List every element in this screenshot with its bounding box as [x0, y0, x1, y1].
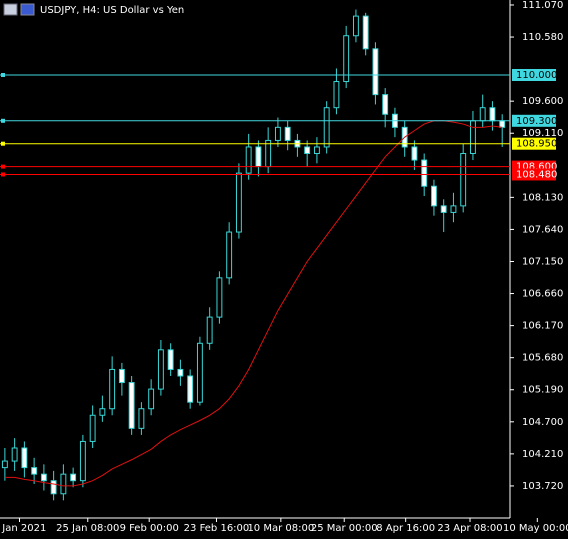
y-tick-label: 107.150	[522, 256, 563, 267]
candle-body	[479, 107, 486, 122]
candle-body	[372, 48, 379, 96]
level-label-box	[512, 114, 556, 127]
x-tick-label: 8 Apr 16:00	[376, 523, 435, 534]
y-tick-label: 111.070	[522, 0, 563, 11]
candle-body	[216, 277, 223, 318]
x-tick-label: 10 Mar 08:00	[247, 523, 314, 534]
y-tick-label: 105.680	[522, 353, 563, 364]
y-tick-label: 105.190	[522, 385, 563, 396]
chart-title: USDJPY, H4: US Dollar vs Yen	[40, 5, 184, 16]
candle-body	[411, 146, 418, 161]
level-label: 108.950	[516, 139, 557, 150]
candle-body	[157, 349, 164, 390]
candle-body	[440, 205, 447, 213]
candle-body	[99, 408, 106, 416]
candle-body	[79, 440, 86, 482]
candle-body	[1, 460, 8, 469]
y-tick-label: 104.210	[522, 449, 563, 460]
candle-body	[226, 231, 233, 279]
candle-body	[470, 120, 476, 155]
candle-body	[421, 159, 428, 187]
candle-body	[89, 414, 96, 442]
level-handle	[1, 118, 5, 123]
y-tick-label: 107.640	[522, 224, 563, 235]
x-tick-label: 25 Jan 08:00	[56, 523, 119, 534]
candle-body	[343, 35, 350, 83]
y-tick-label: 109.110	[522, 128, 563, 139]
candle-body	[187, 375, 194, 403]
x-tick-label: 9 Feb 00:00	[120, 523, 179, 534]
level-label-box	[512, 68, 556, 81]
x-tick-label: 10 May 00:00	[503, 523, 568, 534]
candle-body	[323, 107, 330, 148]
candle-body	[245, 146, 252, 174]
candle-body	[21, 447, 28, 469]
candle-body	[499, 120, 506, 128]
level-label: 109.300	[516, 116, 557, 127]
level-label: 108.480	[516, 169, 557, 180]
candle-body	[196, 342, 203, 403]
candle-body	[255, 146, 262, 168]
level-label: 108.600	[516, 162, 557, 173]
level-label: 110.000	[516, 70, 557, 81]
y-tick-label: 110.580	[522, 32, 563, 43]
candle-body	[284, 126, 291, 141]
candle-body	[206, 316, 213, 344]
candle-body	[11, 447, 18, 462]
y-tick-label: 106.170	[522, 321, 563, 332]
candle-body	[489, 107, 496, 122]
flag-icon	[20, 3, 35, 16]
x-tick-label: 23 Feb 16:00	[184, 523, 250, 534]
candle-body	[118, 368, 125, 384]
level-label-box	[512, 168, 556, 181]
level-handle	[1, 141, 5, 146]
y-tick-label: 108.130	[522, 192, 563, 203]
candle-body	[40, 473, 47, 482]
icon	[3, 3, 18, 16]
candle-body	[60, 473, 67, 495]
y-tick-label: 106.660	[522, 289, 563, 300]
x-tick-label: 25 Mar 00:00	[311, 523, 378, 534]
candle-body	[31, 467, 38, 475]
candle-body	[138, 408, 145, 429]
candle-body	[177, 368, 184, 377]
candle-body	[167, 349, 174, 370]
candle-body	[109, 368, 116, 410]
level-handle	[1, 164, 5, 169]
y-tick-label: 103.720	[522, 481, 563, 492]
candle-body	[235, 172, 242, 233]
candle-body	[450, 205, 457, 213]
y-tick-label: 104.700	[522, 417, 563, 428]
candle-body	[460, 153, 467, 207]
candle-body	[333, 81, 340, 109]
candle-body	[304, 146, 311, 155]
candle-body	[382, 94, 389, 115]
candle-body	[313, 146, 320, 155]
moving-average	[4, 120, 503, 487]
candle-body	[70, 473, 77, 482]
candle-body	[148, 388, 155, 410]
candle-body	[50, 480, 57, 495]
x-tick-label: 23 Apr 08:00	[437, 523, 502, 534]
level-handle	[1, 172, 5, 177]
level-label-box	[512, 137, 556, 150]
candle-body	[274, 126, 281, 141]
y-tick-label: 109.600	[522, 96, 563, 107]
x-tick-label: 8 Jan 2021	[0, 523, 46, 534]
candle-body	[265, 139, 272, 168]
candle-body	[431, 185, 437, 207]
level-handle	[1, 72, 5, 77]
candle-body	[352, 15, 359, 37]
candle-body	[128, 382, 135, 429]
candle-body	[362, 15, 369, 50]
